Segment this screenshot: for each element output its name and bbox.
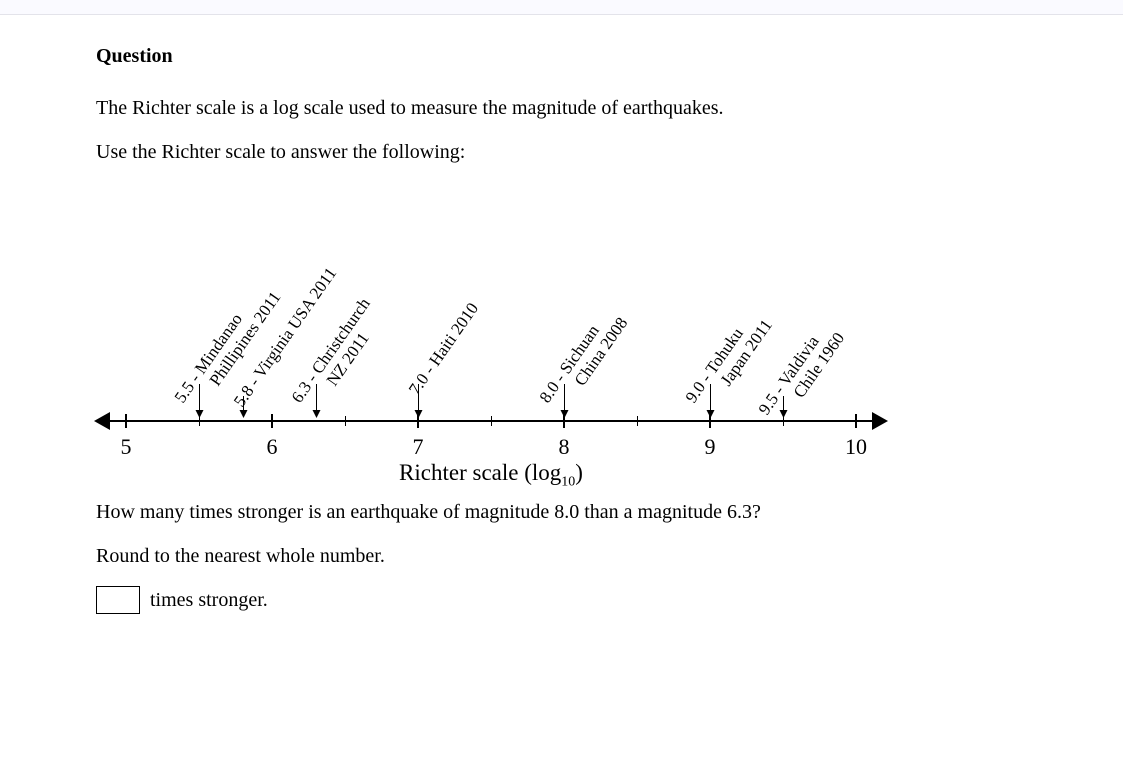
- axis-title-sub: 10: [561, 475, 575, 490]
- tick-label: 10: [845, 434, 867, 460]
- major-tick: [271, 414, 273, 428]
- answer-input[interactable]: [96, 586, 140, 614]
- round-instruction: Round to the nearest whole number.: [96, 542, 1026, 570]
- tick-label: 7: [413, 434, 424, 460]
- axis-title-pre: Richter scale (log: [399, 460, 561, 485]
- tick-label: 9: [705, 434, 716, 460]
- axis-arrow-left-icon: [94, 412, 110, 430]
- major-tick: [855, 414, 857, 428]
- tick-label: 6: [267, 434, 278, 460]
- axis-title-post: ): [575, 460, 583, 485]
- answer-row: times stronger.: [96, 586, 1026, 614]
- minor-tick: [491, 416, 492, 426]
- header-band: [0, 0, 1123, 15]
- page: Question The Richter scale is a log scal…: [0, 0, 1123, 757]
- axis-arrow-right-icon: [872, 412, 888, 430]
- minor-tick: [637, 416, 638, 426]
- tick-label: 5: [121, 434, 132, 460]
- axis-title: Richter scale (log10): [96, 460, 886, 491]
- question-heading: Question: [96, 45, 1026, 68]
- annotation-arrowhead-icon: [415, 410, 423, 418]
- annotation-arrowhead-icon: [239, 410, 247, 418]
- annotation-line1: 7.0 - Haiti 2010: [405, 299, 482, 398]
- minor-tick: [345, 416, 346, 426]
- annotation-label: 8.0 - Sichuan China 2008: [536, 303, 631, 417]
- question-text: How many times stronger is an earthquake…: [96, 498, 1026, 526]
- intro-paragraph-1: The Richter scale is a log scale used to…: [96, 94, 1026, 122]
- tick-label: 8: [559, 434, 570, 460]
- intro-paragraph-2: Use the Richter scale to answer the foll…: [96, 138, 1026, 166]
- answer-suffix: times stronger.: [150, 589, 268, 612]
- question-block: Question The Richter scale is a log scal…: [0, 15, 1026, 614]
- annotation-label: 7.0 - Haiti 2010: [406, 300, 483, 399]
- richter-numberline: Richter scale (log10) 56789105.5 - Minda…: [96, 190, 886, 490]
- major-tick: [125, 414, 127, 428]
